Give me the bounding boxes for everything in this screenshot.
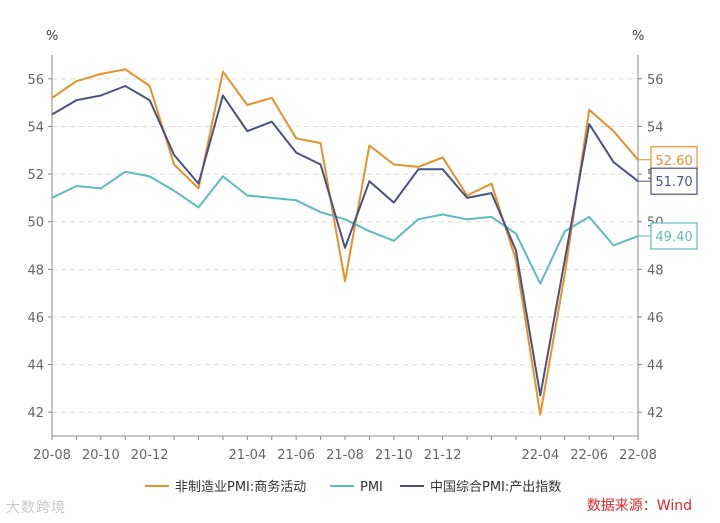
y-tick-label-left: 42: [27, 406, 44, 421]
x-tick-label: 20-08: [33, 448, 71, 463]
legend-label: 非制造业PMI:商务活动: [175, 479, 306, 495]
x-tick-label: 22-08: [619, 448, 657, 463]
end-label-box: [650, 222, 698, 250]
series-lines: [51, 68, 639, 416]
series-line-2: [51, 85, 639, 397]
right-unit-label: %: [632, 29, 644, 44]
source-text: 数据来源：Wind: [586, 498, 692, 514]
end-value-label: 49.40: [655, 230, 692, 245]
y-tick-label-right: 42: [647, 406, 664, 421]
end-value-label: 52.60: [655, 154, 692, 169]
x-tick-label: 22-04: [521, 448, 559, 463]
end-value-label: 51.70: [655, 175, 692, 190]
y-tick-label-right: 46: [647, 311, 664, 326]
series-line-0: [51, 68, 639, 416]
y-tick-label-right: 44: [647, 359, 664, 374]
watermark-text: 大数跨境: [6, 500, 66, 516]
x-tick-label: 22-06: [570, 448, 608, 463]
y-tick-label-left: 52: [27, 168, 44, 183]
y-tick-label-right: 48: [647, 263, 664, 278]
x-tick-label: 20-10: [82, 448, 120, 463]
y-tick-label-left: 46: [27, 311, 44, 326]
x-tick-label: 21-06: [277, 448, 315, 463]
y-tick-label-right: 56: [647, 73, 664, 88]
end-label-box: [650, 167, 698, 195]
y-tick-label-left: 48: [27, 263, 44, 278]
y-tick-label-left: 44: [27, 359, 44, 374]
x-tick-label: 21-08: [326, 448, 364, 463]
x-tick-label: 21-12: [424, 448, 462, 463]
legend-label: PMI: [360, 480, 383, 495]
x-tick-labels: 20-08 20-10 20-12 21-04 21-06 21-08 21-10 21-12…: [33, 436, 657, 463]
end-value-labels: 52.60 49.40 51.70: [638, 146, 698, 250]
y-tick-label-left: 50: [27, 216, 44, 231]
x-tick-label: 21-04: [228, 448, 266, 463]
legend-label: 中国综合PMI:产出指数: [430, 480, 561, 495]
y-tick-label-left: 54: [27, 120, 44, 135]
series-line-1: [51, 170, 639, 285]
legend: 非制造业PMI:商务活动 PMI 中国综合PMI:产出指数: [145, 479, 561, 495]
axes: % %: [46, 29, 644, 437]
x-tick-label: 20-12: [131, 448, 169, 463]
left-unit-label: %: [46, 29, 58, 44]
y-tick-label-right: 54: [647, 120, 664, 135]
x-tick-label: 21-10: [375, 448, 413, 463]
y-tick-label-left: 56: [27, 73, 44, 88]
